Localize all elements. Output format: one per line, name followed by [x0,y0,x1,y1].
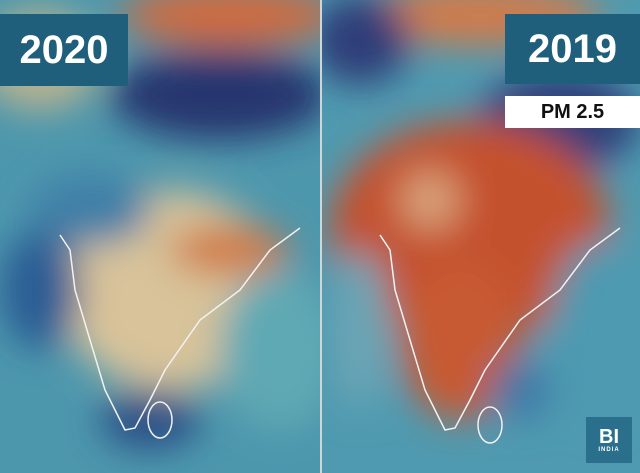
coastline [147,401,173,439]
year-label: 2019 [505,14,640,84]
coastline [477,406,503,444]
coastline [59,227,301,431]
year-label: 2020 [0,14,128,86]
divider [320,0,322,473]
logo-mark: BI [599,426,619,448]
logo-subtitle: INDIA [598,447,620,453]
map-2019 [322,0,640,473]
pollutant-label: PM 2.5 [505,96,640,128]
logo: BI INDIA [586,417,632,463]
map-2020 [0,0,320,473]
coastline [379,227,621,431]
